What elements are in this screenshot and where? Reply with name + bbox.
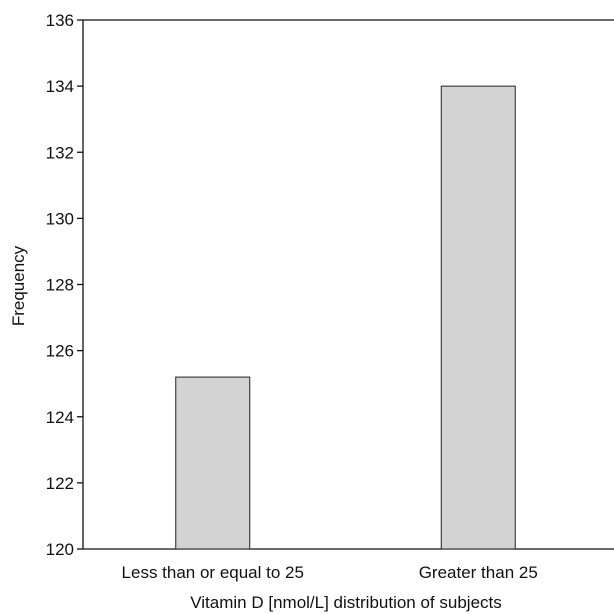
bars	[175, 85, 516, 550]
x-tick-label: Less than or equal to 25	[122, 563, 304, 582]
bar-1	[440, 85, 516, 550]
y-tick-label: 134	[46, 77, 74, 96]
y-tick-label: 128	[46, 276, 74, 295]
y-tick-label: 126	[46, 342, 74, 361]
plot-frame	[82, 19, 614, 550]
y-axis-title: Frequency	[9, 245, 28, 326]
y-tick-label: 132	[46, 143, 74, 162]
x-tick-label: Greater than 25	[419, 563, 538, 582]
y-tick-label: 124	[46, 408, 74, 427]
y-tick-label: 122	[46, 474, 74, 493]
y-axis-ticks: 120 122 124 126 128 130 132 134 136	[46, 11, 83, 559]
x-axis-ticks: Less than or equal to 25 Greater than 25	[122, 563, 538, 582]
y-tick-label: 120	[46, 540, 74, 559]
x-axis-title: Vitamin D [nmol/L] distribution of subje…	[190, 593, 502, 612]
y-tick-label: 136	[46, 11, 74, 30]
y-tick-label: 130	[46, 209, 74, 228]
bar-0	[175, 376, 251, 550]
